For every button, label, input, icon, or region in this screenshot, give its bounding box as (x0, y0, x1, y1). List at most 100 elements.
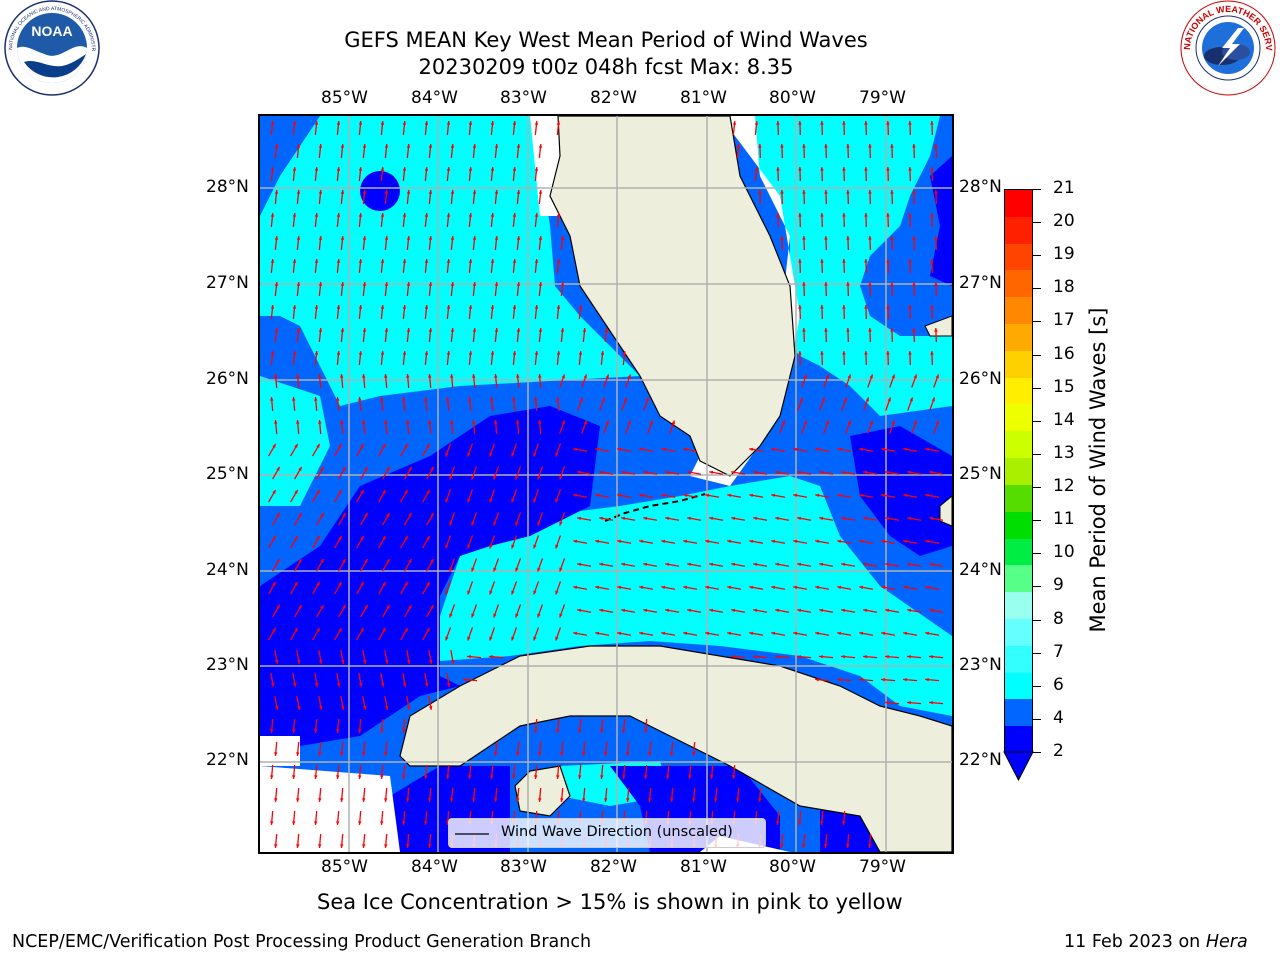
colorbar-tick-label: 20 (1053, 211, 1075, 232)
wave-direction-arrow (424, 166, 429, 182)
wave-direction-arrow (824, 327, 828, 343)
wave-direction-arrow (334, 535, 343, 549)
wave-direction-arrow (538, 787, 542, 803)
wave-direction-arrow (890, 235, 894, 251)
wave-direction-arrow (336, 258, 341, 274)
lat-label-right-5: 23°N (959, 655, 1002, 675)
wave-direction-arrow (815, 539, 830, 544)
wave-direction-arrow (705, 631, 720, 636)
wave-direction-arrow (424, 258, 429, 274)
wave-direction-arrow (516, 419, 520, 435)
wave-direction-arrow (340, 833, 344, 849)
wave-direction-arrow (338, 466, 347, 480)
wave-direction-arrow (841, 516, 856, 521)
wave-direction-arrow (268, 489, 277, 503)
wave-direction-arrow (622, 764, 626, 780)
wave-direction-arrow (793, 539, 808, 544)
colorbar-tick-mark (1033, 189, 1041, 190)
wave-direction-arrow (445, 581, 452, 595)
wave-direction-arrow (378, 443, 387, 457)
footer-date: 11 Feb 2023 on Hera (1064, 932, 1248, 952)
wave-direction-arrow (471, 558, 478, 572)
wave-direction-arrow (753, 516, 768, 521)
wave-direction-arrow (294, 558, 303, 572)
wave-direction-arrow (274, 649, 279, 665)
wave-direction-arrow (925, 539, 940, 544)
colorbar-tick-mark (1033, 487, 1041, 489)
wave-direction-arrow (845, 374, 852, 388)
wave-direction-arrow (582, 741, 586, 757)
wave-direction-arrow (815, 447, 830, 452)
wave-direction-arrow (494, 235, 499, 251)
lon-label-top-0: 85°W (321, 88, 368, 108)
wave-direction-arrow (468, 120, 473, 136)
wave-direction-arrow (314, 304, 319, 320)
wave-direction-arrow (709, 608, 724, 613)
lat-label-left-1: 27°N (206, 273, 249, 293)
wave-direction-arrow (885, 516, 900, 521)
lon-label-top-3: 82°W (590, 88, 637, 108)
wave-direction-arrow (314, 120, 319, 136)
wave-direction-arrow (798, 810, 802, 826)
wave-direction-arrow (360, 512, 369, 526)
wave-direction-arrow (912, 189, 916, 205)
wave-direction-arrow (534, 396, 538, 412)
wave-direction-arrow (537, 466, 544, 480)
wave-direction-arrow (903, 585, 918, 590)
wave-direction-arrow (736, 787, 740, 803)
wave-direction-arrow (934, 235, 938, 251)
wave-direction-arrow (859, 493, 874, 498)
colorbar-segment (1005, 377, 1032, 405)
wave-direction-arrow (776, 166, 780, 182)
wave-direction-arrow (710, 764, 714, 780)
wave-direction-arrow (885, 470, 900, 475)
wave-direction-arrow (468, 350, 473, 366)
colorbar-tick-label: 4 (1053, 707, 1064, 728)
wave-direction-arrow (824, 235, 828, 251)
wave-direction-arrow (424, 212, 429, 228)
wave-direction-arrow (268, 627, 277, 641)
wave-direction-arrow (934, 327, 938, 343)
wave-direction-arrow (272, 558, 281, 572)
wave-direction-arrow (512, 350, 517, 366)
wave-direction-arrow (617, 585, 632, 590)
wave-direction-arrow (802, 327, 806, 343)
wave-direction-arrow (929, 562, 944, 567)
lon-label-top-5: 80°W (769, 88, 816, 108)
wave-direction-arrow (494, 327, 499, 343)
colorbar-tick-label: 14 (1053, 409, 1075, 430)
wave-direction-arrow (406, 833, 410, 849)
wave-direction-arrow (428, 695, 433, 711)
wave-direction-arrow (577, 397, 584, 411)
wave-direction-arrow (512, 120, 517, 136)
wave-direction-arrow (573, 539, 588, 544)
wave-direction-arrow (450, 419, 454, 435)
wave-direction-arrow (771, 631, 786, 636)
colorbar-segment (1005, 565, 1032, 593)
wave-direction-arrow (881, 677, 896, 682)
wave-direction-arrow (314, 764, 318, 780)
wave-direction-arrow (886, 350, 890, 366)
wave-direction-arrow (617, 447, 632, 452)
wave-direction-arrow (907, 397, 914, 411)
wave-direction-arrow (511, 535, 518, 549)
wave-direction-arrow (471, 604, 478, 618)
wave-direction-arrow (617, 493, 632, 498)
wave-direction-arrow (428, 833, 432, 849)
wave-direction-arrow (837, 677, 852, 682)
wave-direction-arrow (912, 327, 916, 343)
wave-direction-arrow (406, 787, 410, 803)
wave-direction-arrow (422, 443, 431, 457)
wave-direction-arrow (402, 212, 407, 228)
wave-direction-arrow (868, 281, 872, 297)
colorbar-tick-label: 8 (1053, 608, 1064, 629)
wave-direction-arrow (889, 420, 896, 434)
wave-direction-arrow (446, 212, 451, 228)
wave-direction-arrow (296, 695, 301, 711)
wave-direction-arrow (881, 631, 896, 636)
wave-direction-arrow (842, 212, 846, 228)
wave-direction-arrow (863, 397, 870, 411)
wave-direction-arrow (468, 304, 473, 320)
wave-direction-arrow (400, 489, 409, 503)
wave-direction-arrow (512, 764, 516, 780)
